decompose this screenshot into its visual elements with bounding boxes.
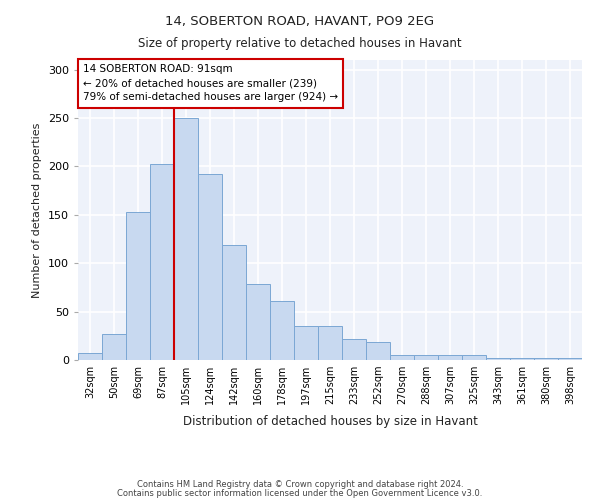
X-axis label: Distribution of detached houses by size in Havant: Distribution of detached houses by size … <box>182 416 478 428</box>
Text: Contains public sector information licensed under the Open Government Licence v3: Contains public sector information licen… <box>118 488 482 498</box>
Bar <box>78 353 102 360</box>
Bar <box>270 301 294 360</box>
Text: Contains HM Land Registry data © Crown copyright and database right 2024.: Contains HM Land Registry data © Crown c… <box>137 480 463 489</box>
Bar <box>102 334 126 360</box>
Bar <box>510 358 534 360</box>
Bar <box>438 355 462 360</box>
Bar <box>366 342 390 360</box>
Bar <box>414 355 438 360</box>
Bar <box>486 358 510 360</box>
Bar <box>126 212 150 360</box>
Bar <box>390 355 414 360</box>
Bar <box>318 326 342 360</box>
Text: 14 SOBERTON ROAD: 91sqm
← 20% of detached houses are smaller (239)
79% of semi-d: 14 SOBERTON ROAD: 91sqm ← 20% of detache… <box>83 64 338 102</box>
Bar <box>462 355 486 360</box>
Bar <box>534 358 558 360</box>
Bar <box>246 284 270 360</box>
Bar <box>150 164 174 360</box>
Bar <box>198 174 222 360</box>
Bar <box>558 358 582 360</box>
Bar <box>174 118 198 360</box>
Bar <box>342 338 366 360</box>
Text: Size of property relative to detached houses in Havant: Size of property relative to detached ho… <box>138 38 462 51</box>
Text: 14, SOBERTON ROAD, HAVANT, PO9 2EG: 14, SOBERTON ROAD, HAVANT, PO9 2EG <box>166 15 434 28</box>
Y-axis label: Number of detached properties: Number of detached properties <box>32 122 42 298</box>
Bar <box>222 245 246 360</box>
Bar <box>294 326 318 360</box>
